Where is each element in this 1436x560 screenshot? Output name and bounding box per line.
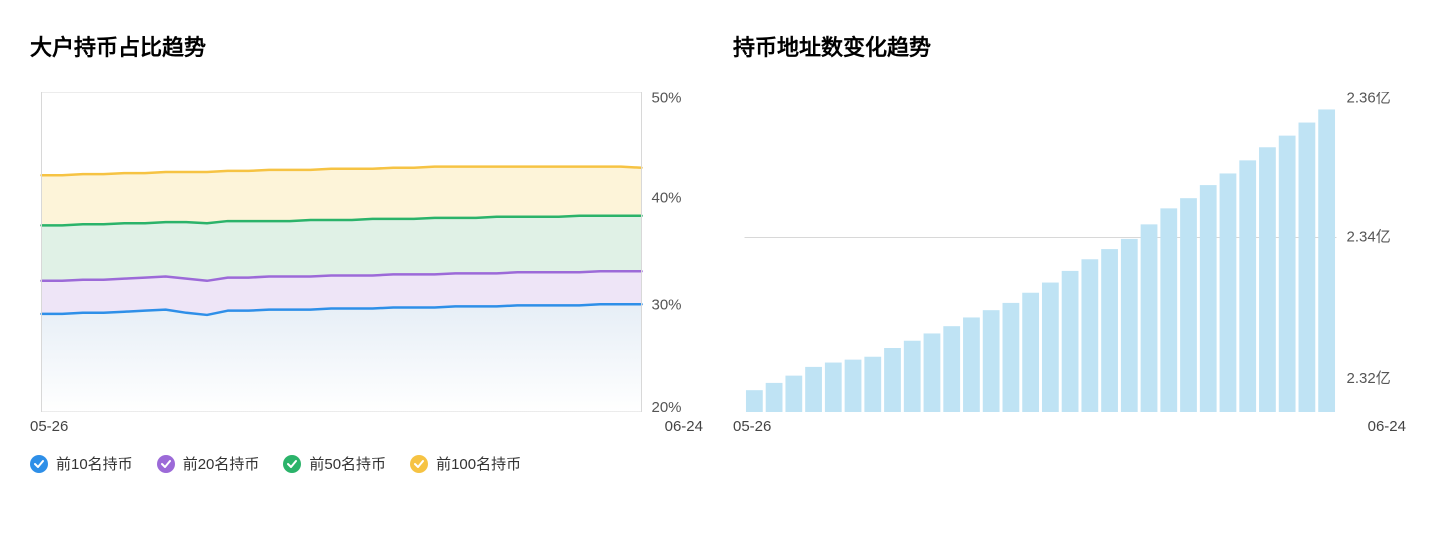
svg-text:2.32亿: 2.32亿: [1347, 370, 1391, 387]
right-chart-title: 持币地址数变化趋势: [733, 30, 1406, 62]
legend-item-top50[interactable]: 前50名持币: [283, 453, 386, 474]
legend-item-top20[interactable]: 前20名持币: [157, 453, 260, 474]
left-x-start: 05-26: [30, 418, 68, 435]
svg-text:30%: 30%: [652, 296, 682, 313]
left-chart: 20% 30% 40% 50% 05-26 06-24: [30, 92, 703, 435]
right-x-axis-labels: 05-26 06-24: [733, 418, 1406, 435]
left-chart-svg: 20% 30% 40% 50%: [30, 92, 703, 412]
legend-label: 前50名持币: [309, 453, 386, 474]
right-x-start: 05-26: [733, 418, 771, 435]
left-chart-legend: 前10名持币 前20名持币 前50名持币 前100名持币: [30, 453, 703, 474]
legend-swatch-icon: [410, 455, 428, 473]
svg-text:2.34亿: 2.34亿: [1347, 228, 1391, 245]
right-panel: 持币地址数变化趋势 2.32亿 2.34亿 2.36亿 05-26 06-24: [733, 30, 1406, 474]
legend-label: 前10名持币: [56, 453, 133, 474]
svg-text:40%: 40%: [652, 190, 682, 207]
legend-swatch-icon: [157, 455, 175, 473]
left-chart-title: 大户持币占比趋势: [30, 30, 703, 62]
right-chart-svg: 2.32亿 2.34亿 2.36亿: [733, 92, 1406, 412]
svg-text:2.36亿: 2.36亿: [1347, 92, 1391, 106]
legend-label: 前100名持币: [436, 453, 521, 474]
svg-text:50%: 50%: [652, 92, 682, 106]
left-x-end: 06-24: [665, 418, 703, 435]
legend-item-top10[interactable]: 前10名持币: [30, 453, 133, 474]
legend-item-top100[interactable]: 前100名持币: [410, 453, 521, 474]
legend-swatch-icon: [283, 455, 301, 473]
legend-swatch-icon: [30, 455, 48, 473]
left-panel: 大户持币占比趋势 20% 30% 40% 50% 05-26 06-24 前10名持币…: [30, 30, 703, 474]
right-x-end: 06-24: [1368, 418, 1406, 435]
legend-label: 前20名持币: [183, 453, 260, 474]
right-chart: 2.32亿 2.34亿 2.36亿 05-26 06-24: [733, 92, 1406, 435]
svg-text:20%: 20%: [652, 399, 682, 412]
left-x-axis-labels: 05-26 06-24: [30, 418, 703, 435]
